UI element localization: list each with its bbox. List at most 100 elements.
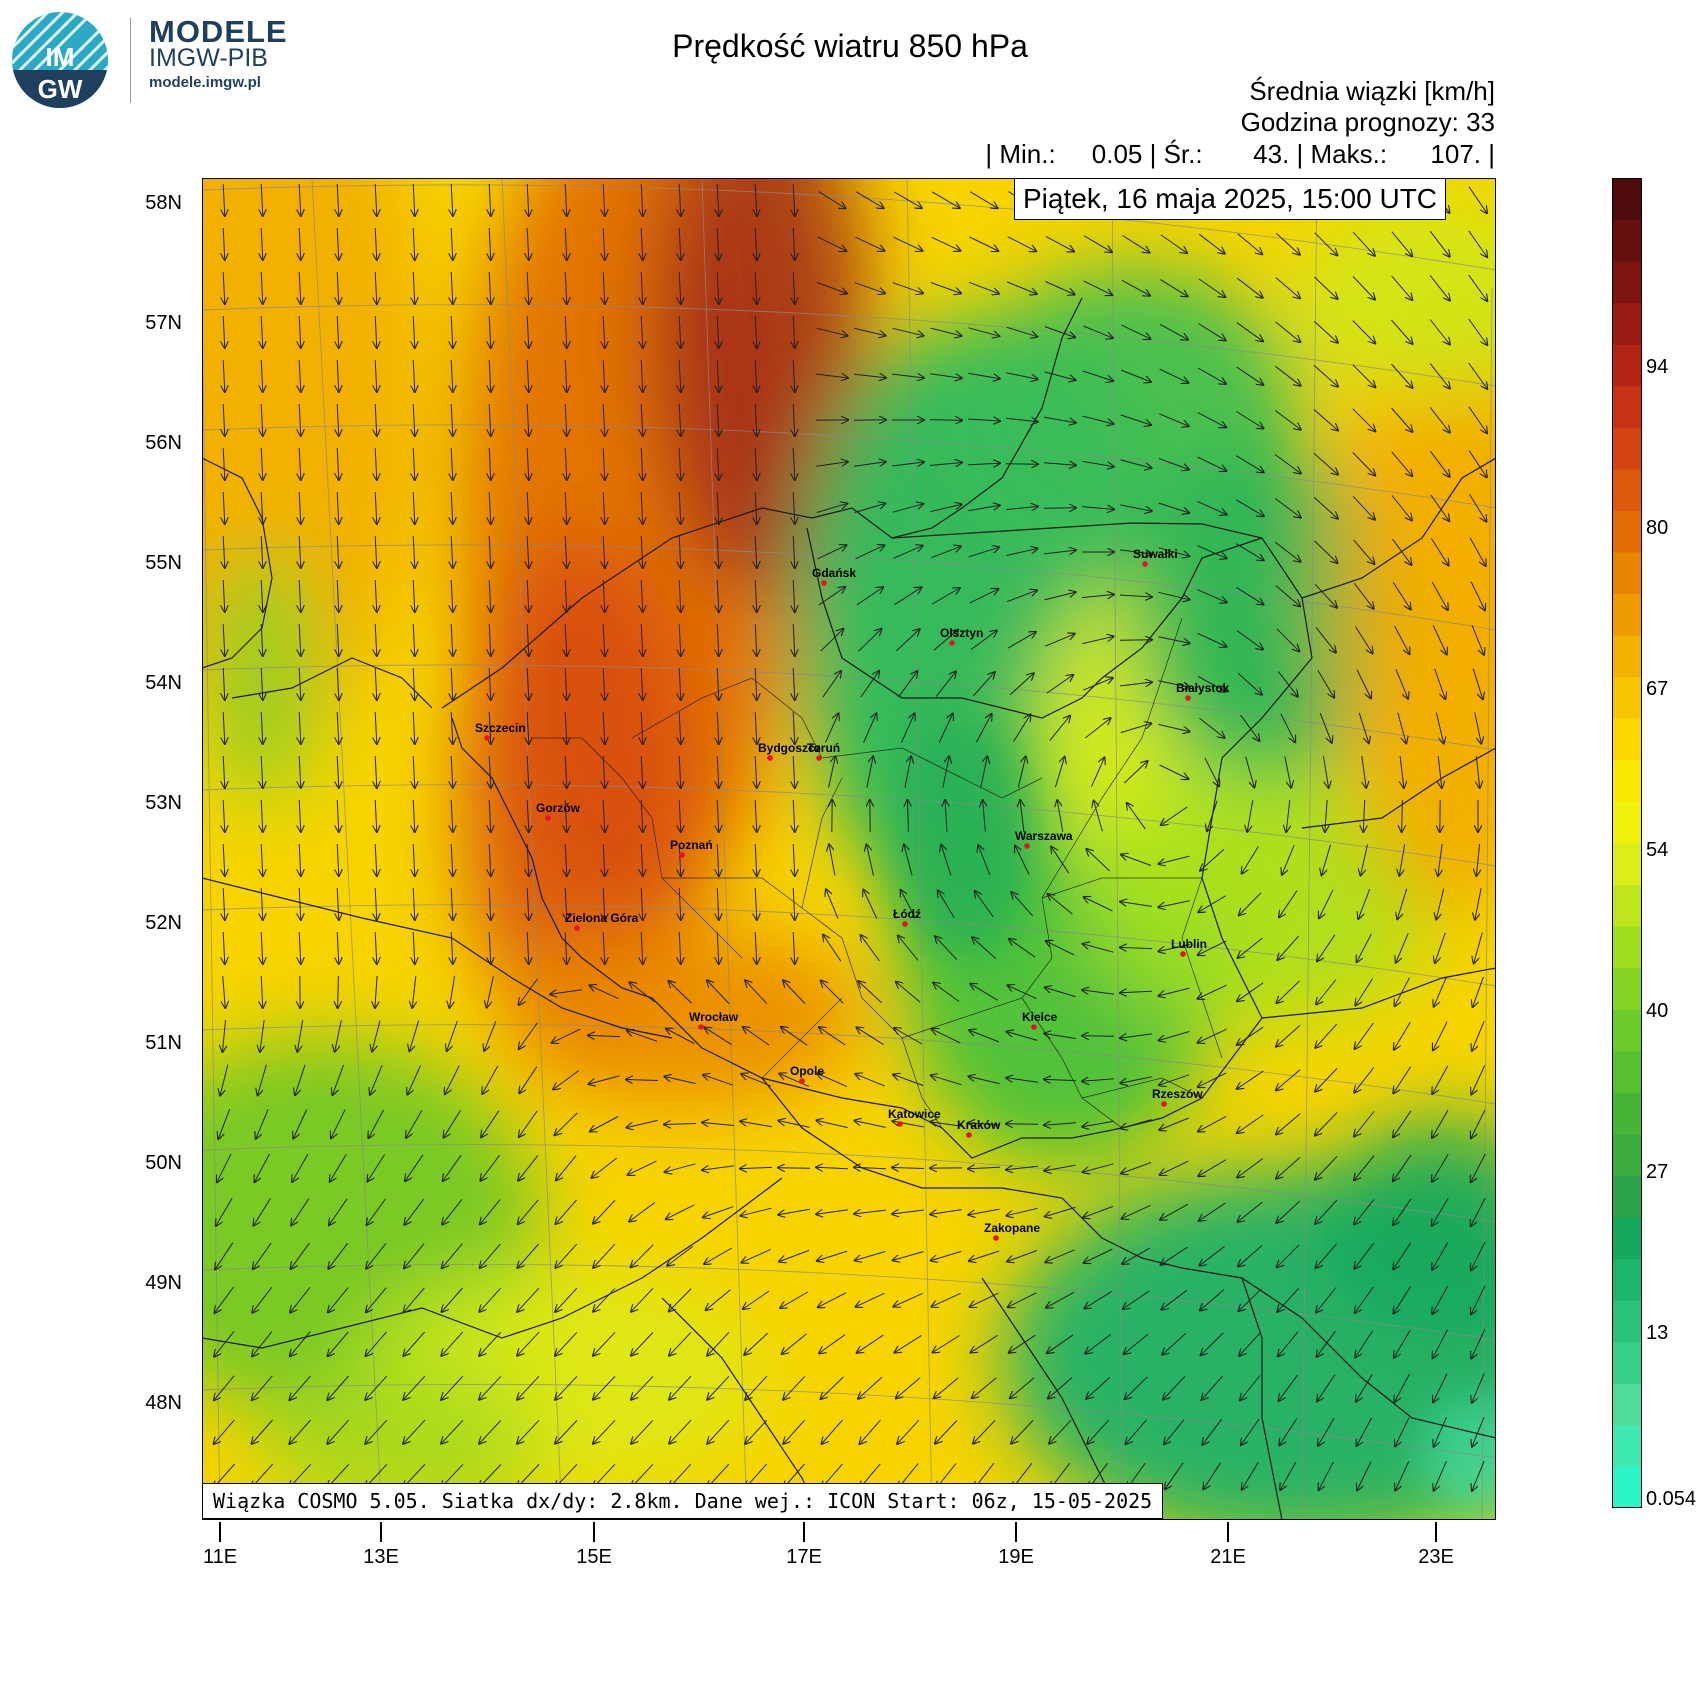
wind-arrow xyxy=(1242,1462,1259,1489)
lon-label: 21E xyxy=(1210,1546,1246,1568)
logo-title: MODELE xyxy=(149,14,288,49)
wind-arrow xyxy=(261,843,263,876)
wind-arrow xyxy=(1316,1287,1337,1313)
wind-arrow xyxy=(603,359,605,392)
wind-arrow xyxy=(1356,669,1371,699)
wind-arrow xyxy=(1006,590,1037,603)
wind-arrow xyxy=(489,359,491,392)
wind-arrow xyxy=(755,579,757,612)
wind-arrow xyxy=(793,755,795,788)
colorbar-segment xyxy=(1612,926,1642,969)
wind-arrow xyxy=(938,890,955,918)
wind-arrow xyxy=(1083,1163,1114,1172)
wind-arrow xyxy=(337,403,339,436)
colorbar-segment xyxy=(1612,344,1642,387)
city-dot xyxy=(993,1235,999,1241)
wind-arrow xyxy=(1317,670,1334,697)
wind-arrow xyxy=(1203,1462,1222,1490)
wind-arrow xyxy=(451,447,453,480)
wind-arrow xyxy=(451,403,453,436)
wind-arrow xyxy=(778,1121,810,1128)
wind-arrow xyxy=(299,183,301,216)
wind-arrow xyxy=(223,579,225,612)
wind-arrow xyxy=(1120,459,1152,468)
wind-arrow xyxy=(1316,979,1337,1005)
wind-arrow xyxy=(565,271,567,304)
wind-arrow xyxy=(1361,844,1368,875)
wind-arrow xyxy=(261,535,263,568)
wind-arrow xyxy=(1356,1374,1373,1401)
wind-arrow xyxy=(1054,757,1064,788)
wind-arrow xyxy=(1397,888,1408,920)
wind-arrow xyxy=(1122,1247,1151,1264)
wind-arrow xyxy=(337,843,339,876)
wind-arrow xyxy=(337,579,339,612)
wind-arrow xyxy=(1469,494,1487,521)
svg-text:GW: GW xyxy=(38,74,83,104)
wind-arrow xyxy=(706,1289,731,1310)
wind-arrow xyxy=(717,535,719,568)
wind-arrow xyxy=(717,579,719,612)
wind-arrow xyxy=(740,1121,772,1128)
wind-arrow xyxy=(892,282,923,294)
wind-arrow xyxy=(1319,1461,1334,1490)
wind-arrow xyxy=(527,667,529,700)
wind-arrow xyxy=(565,711,567,744)
wind-arrow xyxy=(717,931,719,964)
wind-arrow xyxy=(1319,889,1334,919)
wind-arrow xyxy=(223,755,225,788)
wind-arrow xyxy=(1082,594,1114,597)
wind-arrow xyxy=(1161,1289,1188,1309)
wind-arrow xyxy=(861,935,880,962)
wind-arrow xyxy=(1474,932,1483,964)
colorbar-segment xyxy=(1612,302,1642,345)
wind-arrow xyxy=(1199,717,1224,738)
wind-arrow xyxy=(335,1020,342,1051)
wind-arrow xyxy=(755,755,757,788)
wind-arrow xyxy=(527,931,529,964)
wind-arrow xyxy=(1392,538,1412,565)
wind-arrow xyxy=(375,271,377,304)
wind-arrow xyxy=(413,359,415,392)
wind-arrow xyxy=(1392,582,1410,610)
wind-arrow xyxy=(893,1075,924,1086)
wind-arrow xyxy=(893,191,922,208)
wind-arrow xyxy=(854,1210,886,1214)
wind-arrow xyxy=(1048,1377,1073,1399)
city-marker: Lublin xyxy=(1171,937,1207,957)
wind-arrow xyxy=(1082,636,1113,645)
wind-arrow xyxy=(556,1199,577,1224)
logo-mark: IM xyxy=(46,42,75,72)
wind-arrow xyxy=(1237,1158,1264,1178)
colorbar-segment xyxy=(1612,843,1642,886)
wind-arrow xyxy=(1247,800,1254,832)
wind-arrow xyxy=(1395,977,1410,1006)
wind-arrow xyxy=(1432,1109,1449,1138)
wind-arrow xyxy=(1313,409,1338,431)
logo-url[interactable]: modele.imgw.pl xyxy=(149,74,261,91)
wind-arrow xyxy=(337,887,339,920)
wind-arrow xyxy=(968,1208,1000,1215)
wind-arrow xyxy=(968,281,999,293)
wind-arrow xyxy=(1277,1287,1300,1312)
wind-arrow xyxy=(1391,231,1412,257)
wind-arrow xyxy=(1238,937,1263,958)
wind-arrow xyxy=(1020,800,1024,832)
wind-arrow xyxy=(854,504,886,513)
lon-label: 23E xyxy=(1418,1546,1454,1568)
wind-arrow xyxy=(1045,1249,1075,1262)
wind-arrow xyxy=(741,1248,771,1262)
wind-arrow xyxy=(413,447,415,480)
wind-arrow xyxy=(1279,890,1298,918)
wind-arrow xyxy=(603,271,605,304)
lat-label: 49N xyxy=(145,1272,182,1294)
wind-arrow xyxy=(1083,678,1113,691)
wind-arrow xyxy=(603,579,605,612)
wind-arrow xyxy=(741,1207,772,1216)
wind-arrow xyxy=(1352,495,1375,519)
wind-arrow xyxy=(291,1242,310,1269)
wind-arrow xyxy=(1237,1026,1264,1045)
wind-arrow xyxy=(1120,682,1152,686)
wind-arrow xyxy=(679,403,681,436)
wind-arrow xyxy=(519,1110,538,1137)
